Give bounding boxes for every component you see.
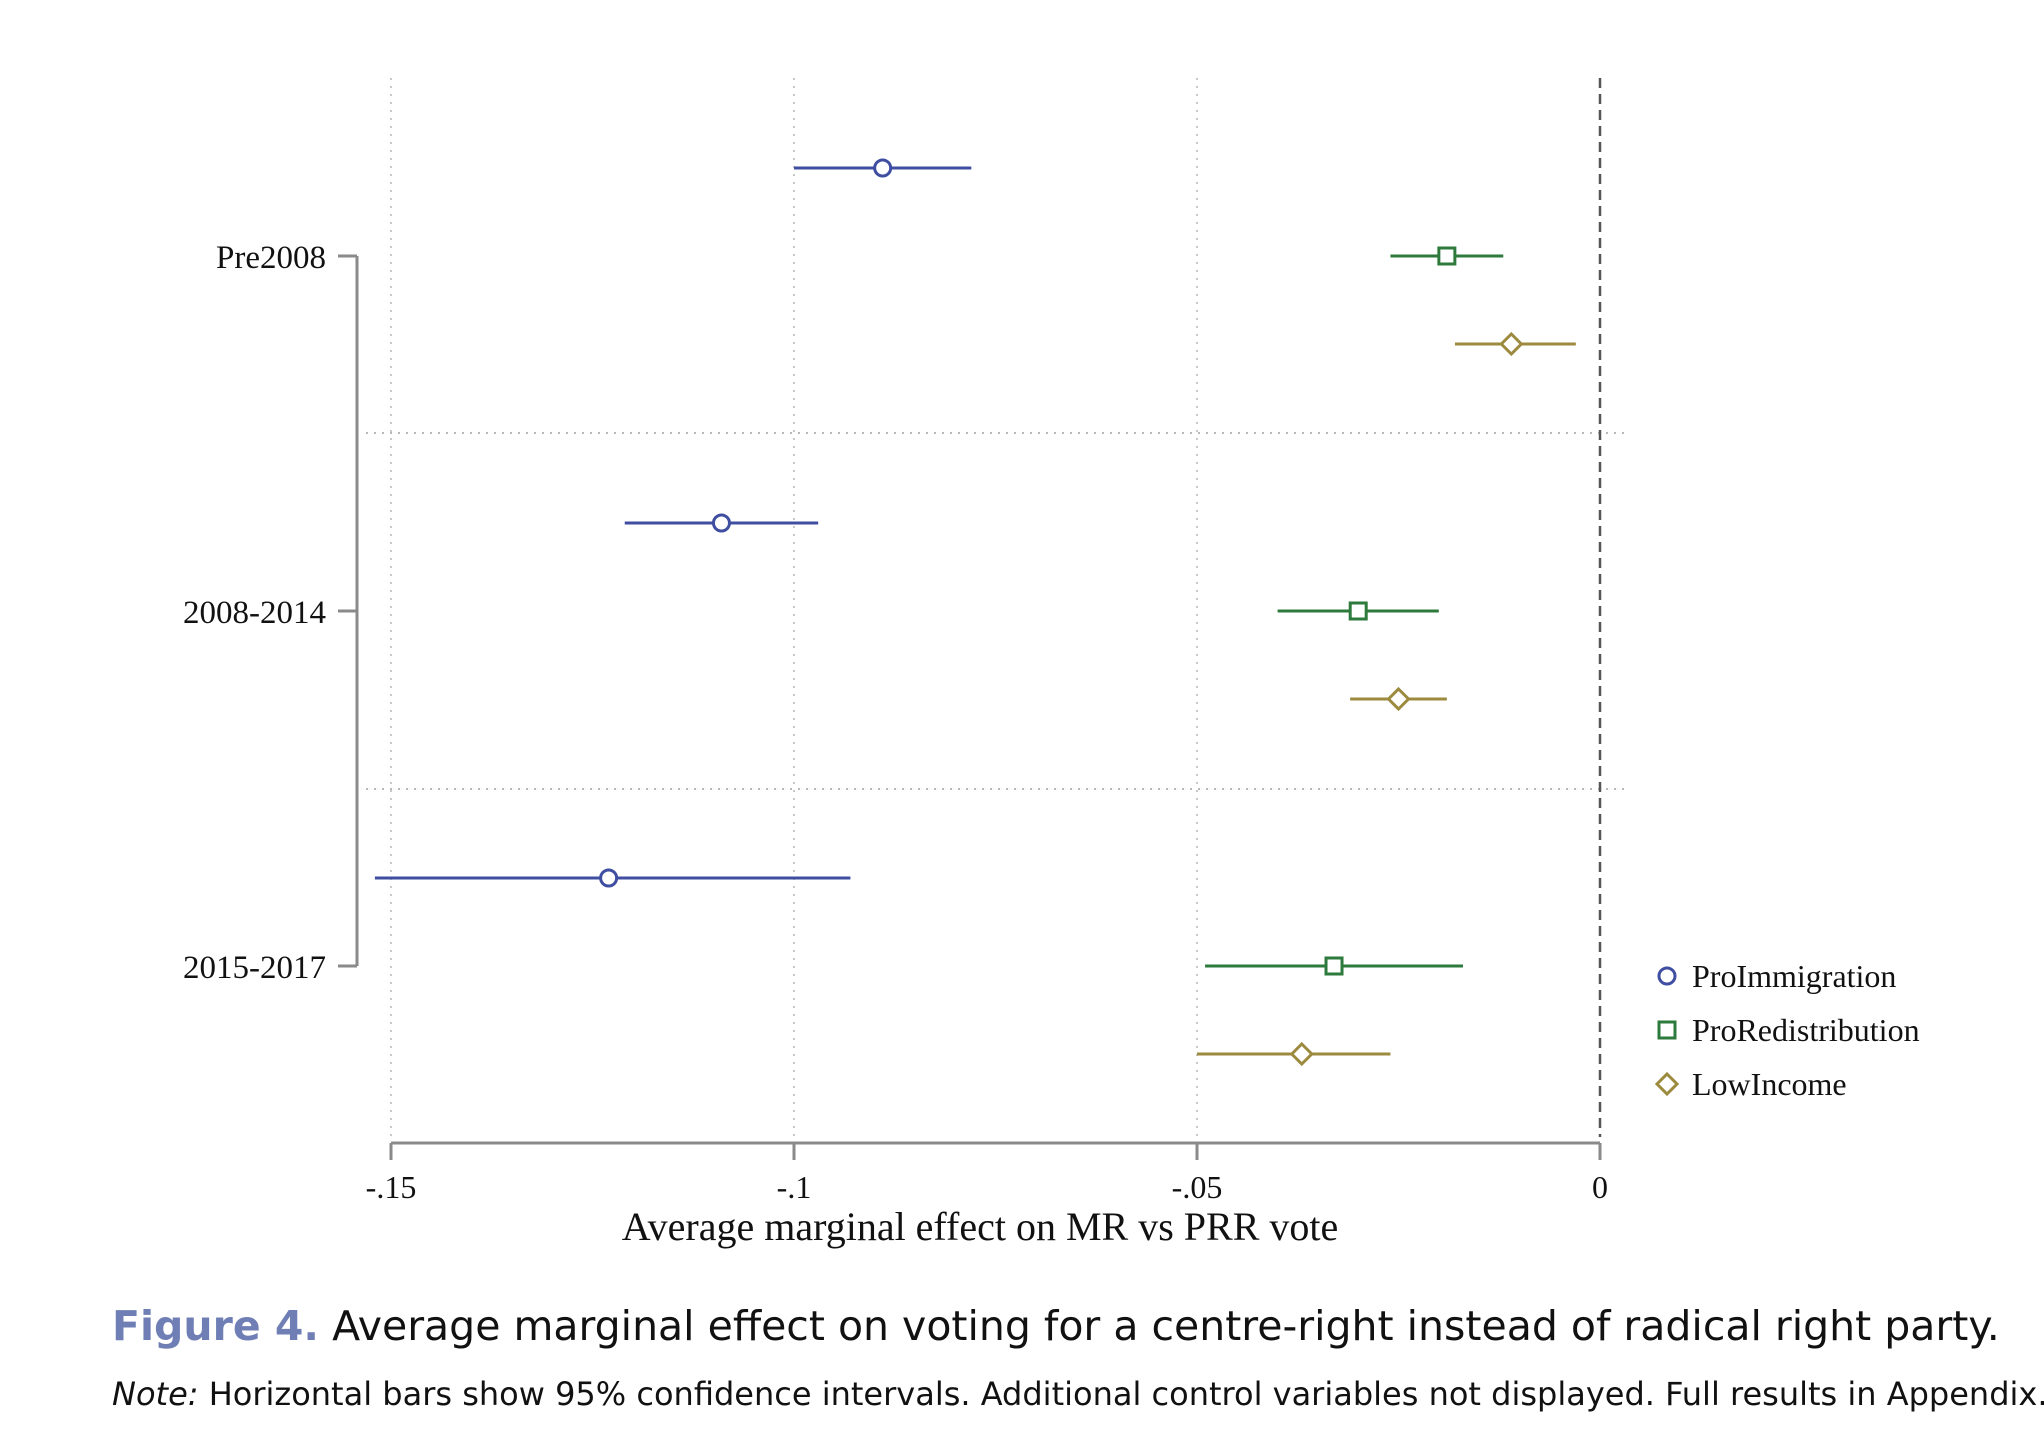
x-tick-label: -.05	[1172, 1169, 1223, 1205]
axis-layer: -.15 -.1 -.05 0 Pre2008 2008-2014 2015-2017	[183, 240, 1608, 1205]
legend-label-proredistribution: ProRedistribution	[1692, 1012, 1920, 1048]
legend-marker-proimmigration	[1657, 966, 1677, 986]
legend-marker-lowincome	[1654, 1071, 1680, 1097]
point-estimate-proredistribution	[1348, 601, 1368, 621]
legend-marker-proredistribution	[1657, 1020, 1677, 1040]
figure-caption: Figure 4. Average marginal effect on vot…	[112, 1302, 2022, 1350]
note-text: Horizontal bars show 95% confidence inte…	[208, 1375, 2044, 1413]
figure-caption-text: Average marginal effect on voting for a …	[332, 1302, 2000, 1350]
legend-label-proimmigration: ProImmigration	[1692, 958, 1896, 994]
point-estimate-lowincome	[1499, 331, 1524, 357]
x-tick-label: 0	[1592, 1169, 1608, 1205]
point-estimate-proredistribution	[1324, 956, 1344, 976]
note-label: Note:	[112, 1375, 199, 1413]
grid-layer	[366, 78, 1625, 1137]
coefficient-plot: -.15 -.1 -.05 0 Pre2008 2008-2014 2015-2017 Pr…	[183, 78, 1920, 1249]
x-tick-label: -.1	[777, 1169, 812, 1205]
point-estimate-lowincome	[1386, 686, 1411, 712]
figure-label: Figure 4.	[112, 1302, 320, 1350]
point-estimate-proimmigration	[599, 868, 619, 888]
y-tick-label: Pre2008	[216, 240, 326, 276]
marks-layer	[374, 158, 1576, 1067]
legend: ProImmigration ProRedistribution LowIncome	[1654, 958, 1920, 1102]
figure-note: Note: Horizontal bars show 95% confidenc…	[112, 1375, 2044, 1413]
point-estimate-proimmigration	[873, 158, 893, 178]
x-tick-label: -.15	[366, 1169, 417, 1205]
y-tick-label: 2015-2017	[183, 950, 326, 986]
x-axis-title: Average marginal effect on MR vs PRR vot…	[622, 1204, 1339, 1249]
point-estimate-proredistribution	[1437, 246, 1457, 266]
point-estimate-proimmigration	[711, 513, 731, 533]
legend-label-lowincome: LowIncome	[1692, 1066, 1847, 1102]
y-tick-label: 2008-2014	[183, 595, 326, 631]
point-estimate-lowincome	[1289, 1041, 1314, 1067]
